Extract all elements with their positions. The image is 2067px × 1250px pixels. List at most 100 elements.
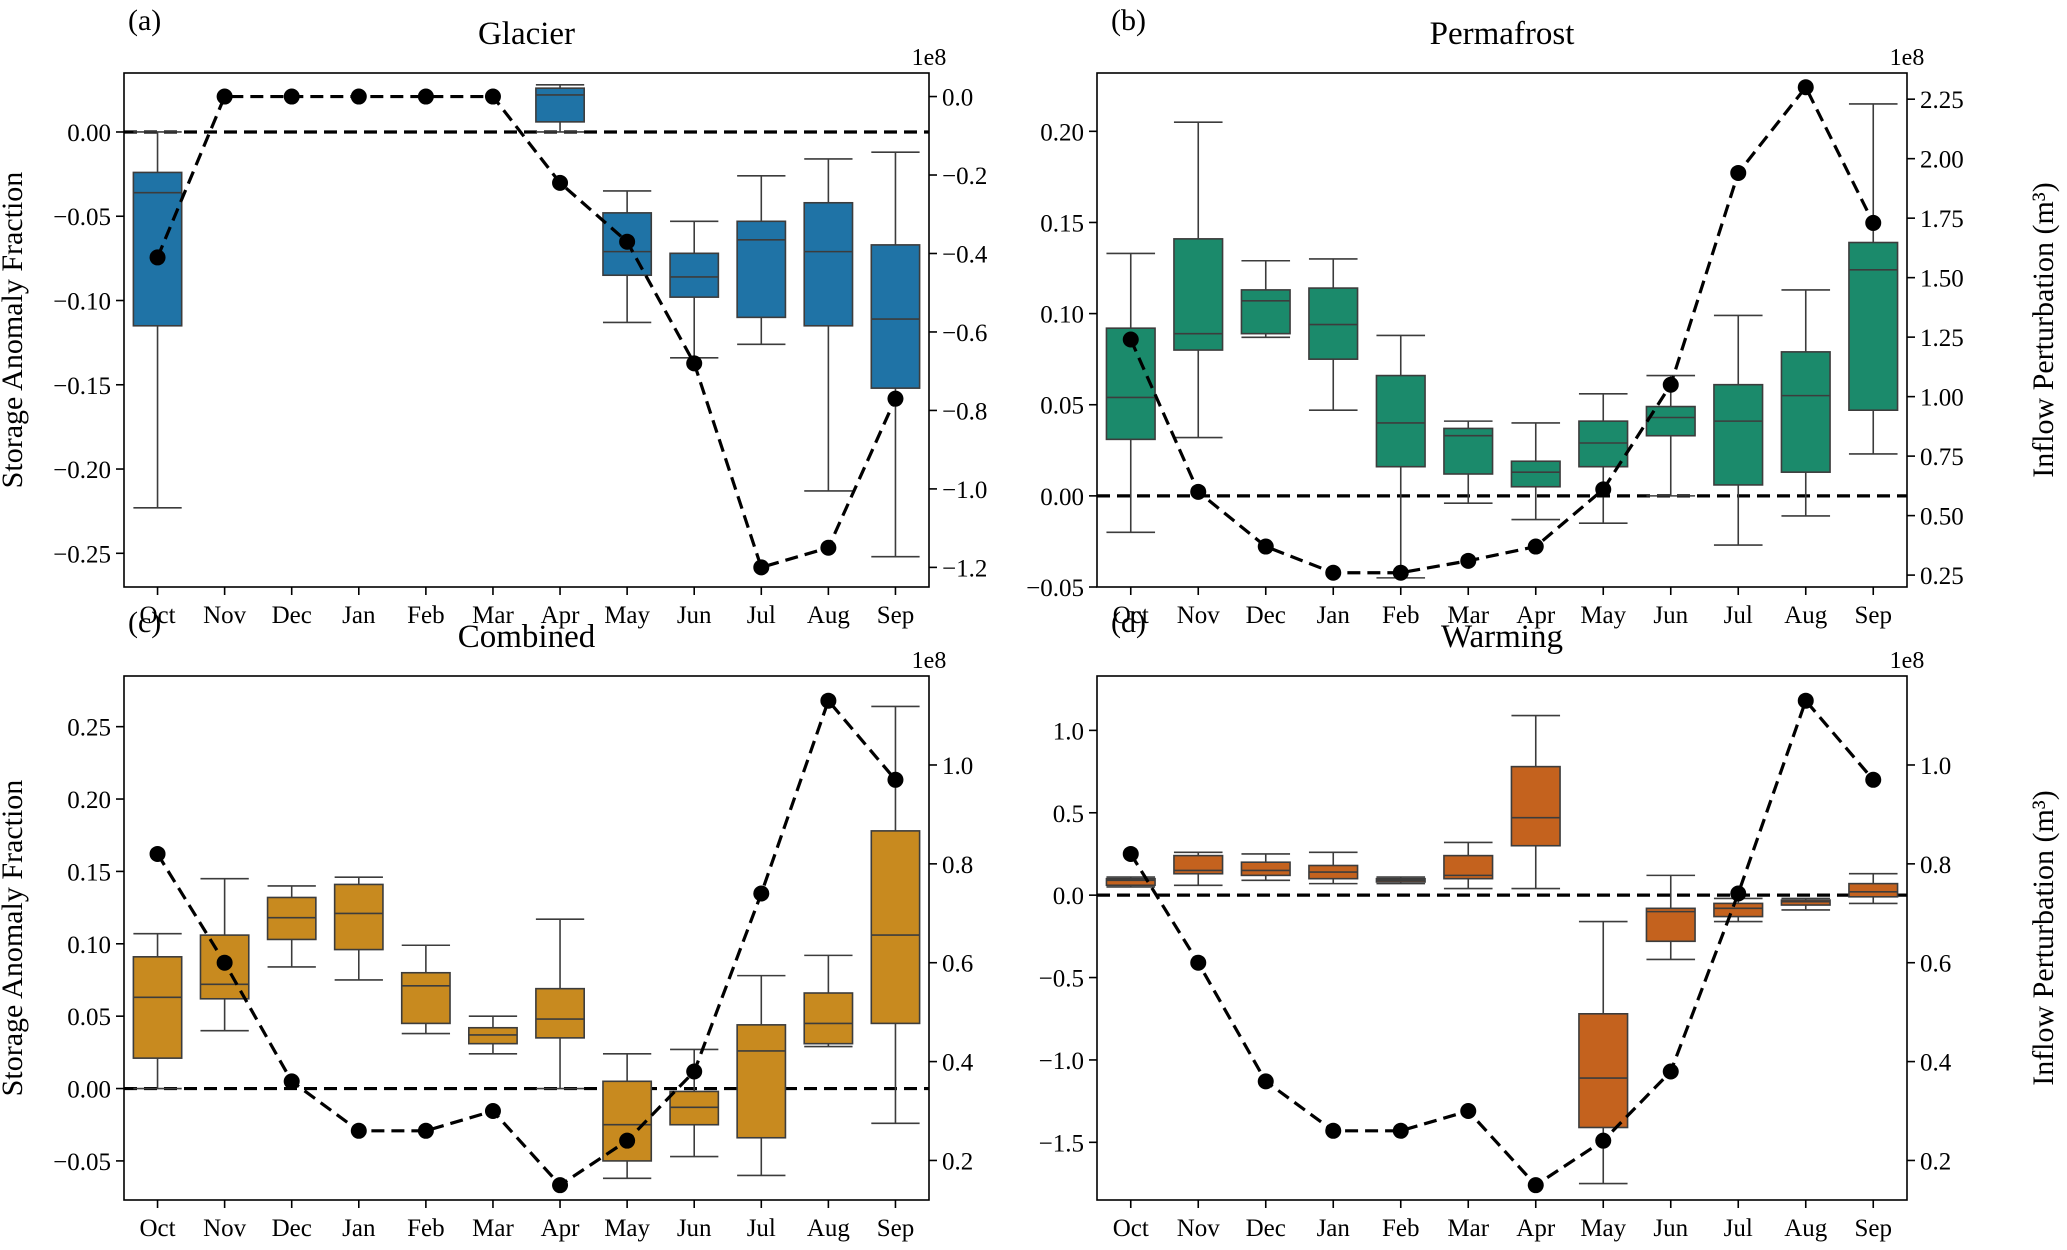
y2-tick-label: 0.50 [1920, 504, 1964, 531]
box-iqr [132, 171, 183, 327]
y-tick-label: −0.25 [53, 541, 111, 568]
plot-frame [123, 675, 930, 1201]
inflow-point-dec [283, 88, 300, 105]
box-aug [1780, 897, 1831, 911]
x-tick-label-aug: Aug [807, 602, 851, 629]
x-tick-label-jun: Jun [1653, 602, 1688, 629]
box-dec [1240, 853, 1291, 882]
y2-tick-label: 0.4 [942, 1050, 974, 1077]
inflow-point-may [619, 233, 636, 250]
y-tick-label: 0.5 [1053, 801, 1084, 828]
x-tick-label-may: May [1580, 602, 1626, 629]
x-tick-label-apr: Apr [541, 1215, 581, 1242]
inflow-point-feb [1392, 1122, 1409, 1139]
box-apr [535, 83, 585, 133]
secondary-axis-multiplier: 1e8 [912, 648, 947, 674]
inflow-point-sep [1865, 771, 1882, 788]
inflow-point-nov [216, 88, 233, 105]
box-jun [669, 220, 720, 359]
inflow-point-oct [149, 249, 166, 266]
box-may [602, 190, 653, 324]
x-tick-label-dec: Dec [1246, 602, 1286, 629]
inflow-point-mar [484, 1103, 501, 1120]
x-tick-label-sep: Sep [1855, 602, 1893, 629]
inflow-point-jan [350, 88, 367, 105]
y2-tick-label: 1.0 [942, 753, 973, 780]
box-iqr [1780, 351, 1831, 473]
x-tick-label-jan: Jan [342, 602, 376, 629]
y-tick-label: −0.05 [53, 204, 111, 231]
y2-tick-label: 0.6 [1920, 951, 1951, 978]
y-tick-label: −0.05 [1026, 575, 1084, 602]
plot-frame [123, 72, 930, 588]
box-iqr [1173, 238, 1224, 351]
box-iqr [1578, 420, 1629, 468]
inflow-point-sep [887, 390, 904, 407]
inflow-point-jul [753, 885, 770, 902]
x-tick-label-mar: Mar [1447, 1215, 1489, 1242]
y2-tick-label: −0.4 [942, 241, 988, 268]
x-tick-label-nov: Nov [203, 1215, 247, 1242]
inflow-point-jun [686, 355, 703, 372]
inflow-point-dec [1257, 538, 1274, 555]
box-may [1578, 920, 1629, 1185]
panel-label: (a) [128, 4, 161, 37]
x-tick-label-oct: Oct [1113, 602, 1149, 629]
box-iqr [1578, 1012, 1629, 1129]
box-jul [1713, 897, 1764, 923]
inflow-point-jul [753, 559, 770, 576]
y2-tick-label: 1.00 [1920, 385, 1964, 412]
plot-frame [1096, 72, 1908, 588]
x-tick-label-may: May [604, 1215, 650, 1242]
inflow-point-mar [484, 88, 501, 105]
box-apr [1510, 422, 1561, 521]
y-tick-label: 0.25 [67, 715, 111, 742]
box-aug [803, 954, 854, 1048]
inflow-point-sep [1865, 214, 1882, 231]
x-tick-label-jul: Jul [1724, 602, 1753, 629]
x-tick-label-may: May [1580, 1215, 1626, 1242]
inflow-point-may [1595, 481, 1612, 498]
y-tick-label: −0.5 [1039, 966, 1084, 993]
inflow-line [156, 94, 897, 570]
y-tick-label: 0.05 [1040, 393, 1084, 420]
inflow-point-jan [350, 1122, 367, 1139]
y-tick-label: 0.05 [67, 1004, 111, 1031]
box-iqr [803, 992, 854, 1045]
x-tick-label-sep: Sep [877, 602, 915, 629]
x-tick-label-nov: Nov [1177, 602, 1221, 629]
y-tick-label: 0.00 [67, 1077, 111, 1104]
y2-tick-label: −0.2 [942, 163, 987, 190]
box-iqr [1443, 854, 1494, 880]
box-iqr [1510, 765, 1561, 847]
inflow-point-jun [1662, 376, 1679, 393]
box-jun [669, 1048, 720, 1158]
inflow-point-oct [1122, 331, 1139, 348]
inflow-point-apr [1527, 1177, 1544, 1194]
x-tick-label-aug: Aug [1784, 602, 1828, 629]
x-tick-label-oct: Oct [139, 602, 175, 629]
y-tick-label: 0.00 [1040, 484, 1084, 511]
y2-tick-label: −1.2 [942, 555, 987, 582]
box-sep [1848, 872, 1899, 905]
x-tick-label-sep: Sep [877, 1215, 915, 1242]
x-tick-label-jul: Jul [1724, 1215, 1753, 1242]
box-iqr [1713, 902, 1764, 918]
y2-tick-label: 0.2 [1920, 1148, 1951, 1175]
inflow-point-jun [686, 1063, 703, 1080]
x-tick-label-sep: Sep [1855, 1215, 1893, 1242]
box-iqr [1848, 882, 1899, 898]
secondary-axis-multiplier: 1e8 [912, 45, 947, 71]
inflow-point-aug [820, 539, 837, 556]
y2-axis-label: Inflow Perturbation (m³) [2027, 790, 2060, 1086]
box-jan [1308, 258, 1359, 411]
y2-tick-label: 2.25 [1920, 87, 1964, 114]
y2-tick-label: −0.6 [942, 320, 987, 347]
box-sep [1848, 103, 1899, 455]
box-mar [1443, 420, 1494, 504]
box-iqr [669, 252, 720, 298]
inflow-point-mar [1460, 1103, 1477, 1120]
box-dec [1240, 259, 1291, 339]
x-tick-label-apr: Apr [1516, 1215, 1556, 1242]
box-jun [1645, 374, 1696, 497]
